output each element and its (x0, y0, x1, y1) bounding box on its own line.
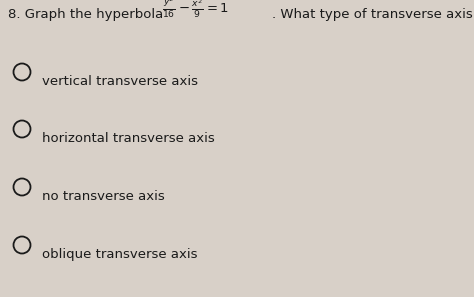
Text: 8. Graph the hyperbola: 8. Graph the hyperbola (8, 8, 167, 21)
Text: $\frac{y^2}{16} - \frac{x^2}{9} = 1$: $\frac{y^2}{16} - \frac{x^2}{9} = 1$ (162, 0, 229, 20)
Text: horizontal transverse axis: horizontal transverse axis (42, 132, 215, 145)
Text: no transverse axis: no transverse axis (42, 190, 165, 203)
Text: oblique transverse axis: oblique transverse axis (42, 248, 198, 261)
Text: vertical transverse axis: vertical transverse axis (42, 75, 198, 88)
Text: . What type of transverse axis does it have?: . What type of transverse axis does it h… (272, 8, 474, 21)
